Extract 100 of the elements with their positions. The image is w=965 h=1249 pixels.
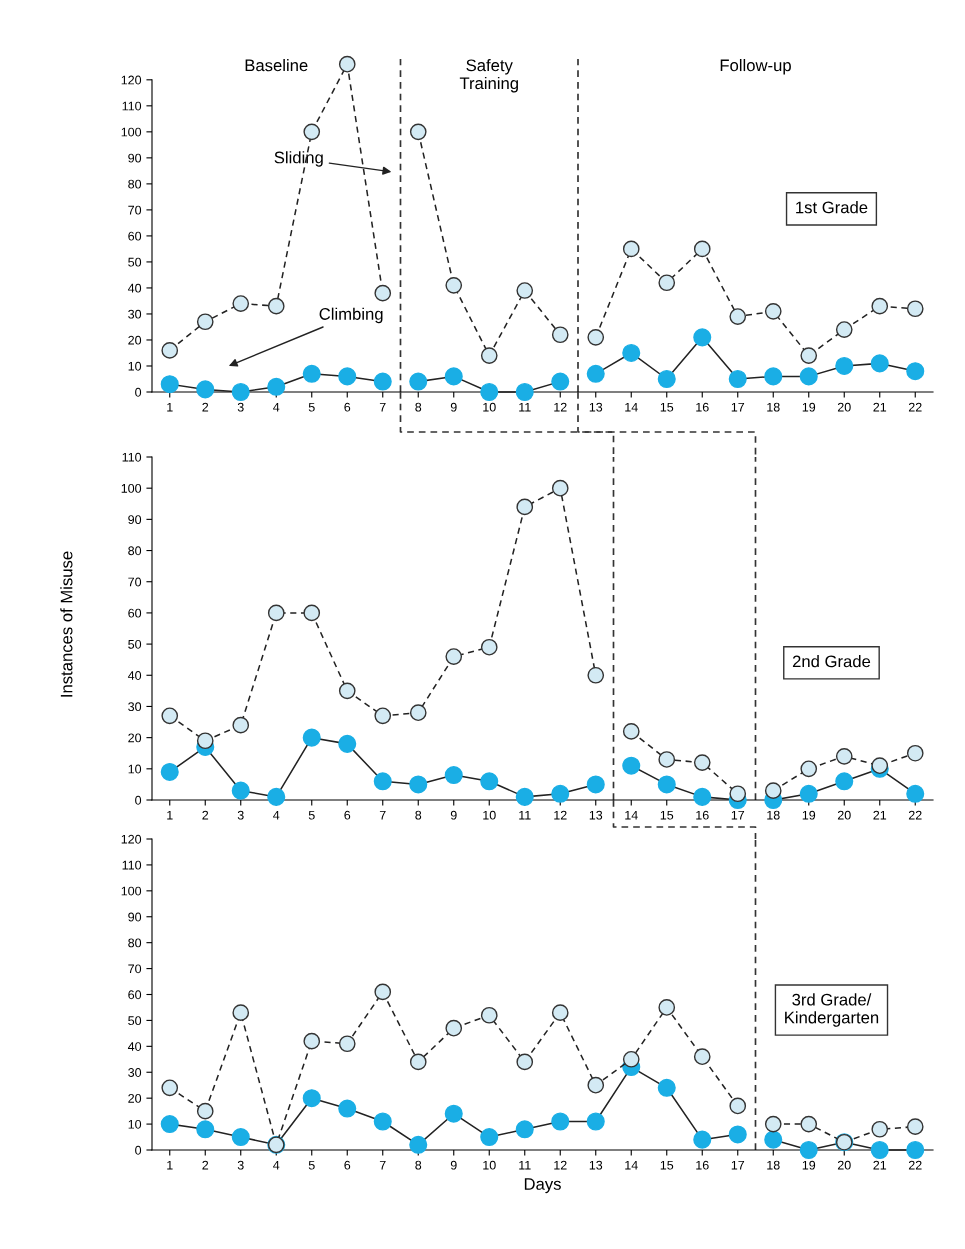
y-tick-label: 50	[128, 639, 142, 649]
x-tick-label: 18	[767, 810, 780, 820]
x-tick-label: 10	[483, 402, 496, 412]
x-tick-label: 19	[802, 402, 816, 412]
x-tick-label: 7	[379, 810, 386, 820]
x-tick-label: 9	[450, 1160, 457, 1170]
y-tick-label: 0	[135, 387, 142, 397]
y-tick-label: 90	[128, 912, 142, 922]
y-axis-title: Instances of Misuse	[60, 551, 73, 697]
y-tick-label: 80	[128, 546, 142, 556]
annotation: Climbing	[319, 307, 383, 324]
y-tick-label: 100	[121, 127, 142, 137]
x-tick-label: 4	[273, 402, 280, 412]
x-tick-label: 13	[589, 402, 603, 412]
x-tick-label: 3	[237, 402, 244, 412]
x-tick-label: 7	[379, 1160, 386, 1170]
y-tick-label: 30	[128, 309, 142, 319]
x-tick-label: 22	[908, 810, 922, 820]
x-tick-label: 20	[837, 810, 851, 820]
x-tick-label: 16	[696, 402, 709, 412]
x-tick-label: 12	[554, 402, 567, 412]
y-tick-label: 120	[121, 75, 142, 85]
x-axis-title: Days	[524, 1178, 561, 1194]
y-tick-label: 50	[128, 1016, 142, 1026]
x-tick-label: 11	[519, 402, 531, 412]
x-tick-label: 15	[660, 402, 674, 412]
x-tick-label: 3	[237, 1160, 244, 1170]
x-tick-label: 12	[554, 1160, 567, 1170]
x-tick-label: 7	[379, 402, 386, 412]
x-tick-label: 19	[802, 1160, 816, 1170]
x-tick-label: 10	[483, 1160, 496, 1170]
x-tick-label: 18	[767, 402, 780, 412]
x-tick-label: 17	[731, 1160, 745, 1170]
x-tick-label: 11	[519, 1160, 531, 1170]
x-tick-label: 9	[450, 402, 457, 412]
y-tick-label: 20	[128, 733, 142, 743]
x-tick-label: 20	[837, 1160, 851, 1170]
y-tick-label: 110	[122, 860, 142, 870]
x-tick-label: 17	[731, 810, 745, 820]
y-tick-label: 110	[122, 452, 142, 462]
x-tick-label: 1	[167, 1160, 173, 1170]
x-tick-label: 21	[873, 1160, 887, 1170]
x-tick-label: 8	[415, 810, 422, 820]
x-tick-label: 10	[483, 810, 496, 820]
x-tick-label: 5	[308, 810, 315, 820]
y-tick-label: 70	[128, 964, 142, 974]
x-tick-label: 18	[767, 1160, 780, 1170]
y-tick-label: 80	[128, 179, 142, 189]
y-tick-label: 10	[128, 764, 142, 774]
y-tick-label: 60	[128, 990, 142, 1000]
y-tick-label: 70	[128, 205, 142, 215]
x-tick-label: 13	[589, 810, 603, 820]
annotation: Follow-up	[720, 59, 791, 75]
y-tick-label: 10	[128, 1119, 142, 1129]
y-tick-label: 110	[122, 101, 142, 111]
annotation: 3rd Grade/ Kindergarten	[785, 993, 879, 1027]
annotation: Sliding	[274, 151, 323, 167]
y-tick-label: 70	[128, 577, 142, 587]
x-tick-label: 12	[554, 810, 567, 820]
y-tick-label: 90	[128, 153, 142, 163]
x-tick-label: 21	[873, 402, 887, 412]
y-tick-label: 60	[128, 231, 142, 241]
y-tick-label: 20	[128, 335, 142, 345]
y-tick-label: 40	[127, 1042, 142, 1051]
x-tick-label: 2	[202, 1160, 209, 1170]
x-tick-label: 15	[660, 810, 674, 820]
x-tick-label: 11	[519, 810, 531, 820]
x-tick-label: 4	[273, 810, 280, 820]
y-tick-label: 0	[135, 795, 142, 805]
x-tick-label: 1	[167, 810, 173, 820]
x-tick-label: 14	[625, 402, 638, 412]
x-tick-label: 16	[696, 1160, 709, 1170]
x-tick-label: 3	[237, 810, 244, 820]
x-tick-label: 9	[450, 810, 457, 820]
x-tick-label: 13	[589, 1160, 603, 1170]
x-tick-label: 17	[731, 402, 745, 412]
x-tick-label: 2	[202, 810, 209, 820]
y-tick-label: 100	[121, 886, 142, 896]
x-tick-label: 5	[308, 402, 315, 412]
x-tick-label: 22	[908, 1160, 922, 1170]
y-tick-label: 80	[128, 938, 142, 948]
x-tick-label: 22	[908, 402, 922, 412]
y-tick-label: 30	[128, 1068, 142, 1077]
x-tick-label: 6	[344, 810, 351, 820]
x-tick-label: 14	[625, 1160, 638, 1170]
annotation: 1st Grade	[796, 201, 868, 214]
annotation: 2nd Grade	[792, 655, 871, 668]
annotation: Baseline	[245, 59, 308, 72]
x-tick-label: 21	[873, 810, 887, 820]
x-tick-label: 15	[660, 1160, 674, 1170]
x-tick-label: 16	[696, 810, 709, 820]
annotation: Safety Training	[459, 59, 518, 93]
y-tick-label: 50	[128, 257, 142, 267]
y-tick-label: 40	[127, 283, 142, 293]
y-tick-label: 60	[128, 608, 142, 618]
y-tick-label: 90	[128, 515, 142, 525]
y-tick-label: 120	[121, 834, 142, 844]
x-tick-label: 6	[344, 402, 351, 412]
x-tick-label: 8	[415, 1160, 422, 1170]
x-tick-label: 14	[625, 810, 638, 820]
